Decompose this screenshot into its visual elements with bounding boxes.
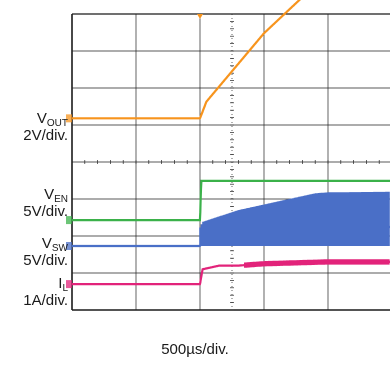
ven-label-sub: EN (54, 194, 68, 205)
il-label-sub: L (62, 283, 68, 294)
vout-scale: 2V/div. (23, 127, 68, 144)
il-scale: 1A/div. (23, 292, 68, 309)
ground-marker-ven (66, 216, 72, 225)
traces (72, 0, 390, 286)
vout-label-sub: OUT (46, 118, 68, 129)
vout-label-main: V (36, 110, 47, 127)
trigger-marker (197, 14, 203, 19)
vsw-scale: 5V/div. (23, 252, 68, 269)
ven-label: VEN 5V/div. (6, 186, 68, 220)
ground-marker-vsw (66, 241, 72, 250)
vsw-label-main: V (41, 235, 52, 252)
vout-label: VOUT 2V/div. (20, 110, 68, 144)
time-per-div-label: 500µs/div. (161, 341, 229, 358)
ground-marker-il (66, 280, 72, 289)
ven-label-main: V (44, 186, 55, 203)
trace-ripple-vsw (199, 191, 390, 246)
vsw-label-sub: SW (51, 243, 68, 254)
il-label: IL 1A/div. (6, 275, 68, 309)
vsw-label: VSW 5V/div. (6, 235, 68, 269)
trace-vout (72, 0, 301, 120)
ground-marker-vout (66, 114, 72, 123)
trace-ven (72, 179, 390, 222)
ven-scale: 5V/div. (23, 203, 68, 220)
channel-markers (66, 14, 203, 289)
il-label-main: I (58, 275, 63, 292)
trace-ripple-il (244, 259, 390, 268)
